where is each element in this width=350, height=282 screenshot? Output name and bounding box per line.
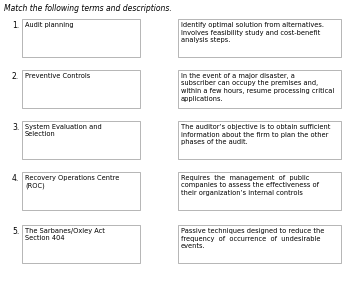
Text: System Evaluation and
Selection: System Evaluation and Selection [25,124,102,138]
FancyBboxPatch shape [22,225,140,263]
FancyBboxPatch shape [22,19,140,57]
Text: Audit planning: Audit planning [25,22,74,28]
Text: 2.: 2. [12,72,19,81]
Text: Passive techniques designed to reduce the
frequency  of  occurrence  of  undesir: Passive techniques designed to reduce th… [181,228,324,249]
FancyBboxPatch shape [178,19,341,57]
Text: Recovery Operations Centre
(ROC): Recovery Operations Centre (ROC) [25,175,119,189]
Text: Preventive Controls: Preventive Controls [25,73,90,79]
FancyBboxPatch shape [178,225,341,263]
FancyBboxPatch shape [22,121,140,159]
Text: The auditor’s objective is to obtain sufficient
information about the firm to pl: The auditor’s objective is to obtain suf… [181,124,330,145]
Text: Match the following terms and descriptions.: Match the following terms and descriptio… [4,4,172,13]
FancyBboxPatch shape [22,172,140,210]
Text: Requires  the  management  of  public
companies to assess the effectiveness of
t: Requires the management of public compan… [181,175,319,196]
FancyBboxPatch shape [22,70,140,108]
FancyBboxPatch shape [178,121,341,159]
Text: 3.: 3. [12,123,19,132]
Text: 1.: 1. [12,21,19,30]
Text: In the event of a major disaster, a
subscriber can occupy the premises and,
with: In the event of a major disaster, a subs… [181,73,334,102]
FancyBboxPatch shape [178,70,341,108]
Text: 5.: 5. [12,227,19,236]
Text: The Sarbanes/Oxley Act
Section 404: The Sarbanes/Oxley Act Section 404 [25,228,105,241]
Text: 4.: 4. [12,174,19,183]
FancyBboxPatch shape [178,172,341,210]
Text: Identify optimal solution from alternatives.
Involves feasibility study and cost: Identify optimal solution from alternati… [181,22,324,43]
